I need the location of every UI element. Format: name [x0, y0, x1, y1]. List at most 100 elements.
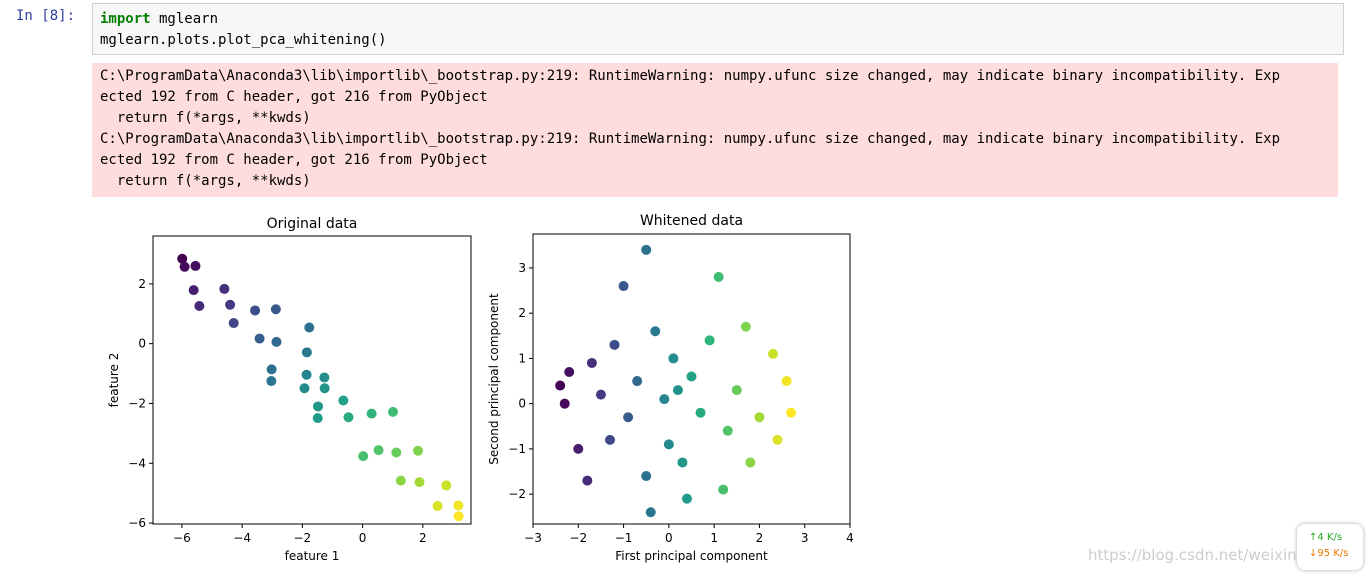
y-tick-label: 2: [138, 277, 146, 291]
up: 4 K/s: [1317, 532, 1343, 543]
point: [609, 339, 620, 350]
y-tick-label: 0: [138, 337, 146, 351]
y-tick-label: 3: [518, 261, 526, 275]
x-tick-label: −3: [524, 531, 542, 545]
y-tick-label: −1: [508, 442, 526, 456]
point: [319, 383, 330, 394]
up-rate: ↑4 K/s: [1309, 532, 1343, 543]
x-tick-label: 4: [846, 531, 854, 545]
point: [432, 501, 443, 512]
stderr-line: ected 192 from C header, got 216 from Py…: [100, 152, 488, 168]
chart-title: Whitened data: [640, 213, 743, 229]
point: [668, 353, 679, 364]
x-tick-label: −6: [173, 531, 191, 545]
y-tick-label: −6: [128, 516, 146, 530]
point: [219, 283, 230, 294]
point: [271, 336, 282, 347]
x-tick-label: 1: [710, 531, 718, 545]
plots: −6 −4 −2 0 2 −6 −4 −2 0 2 Original data feature 1 fe…: [107, 213, 854, 563]
x-tick-label: −4: [233, 531, 251, 545]
x-tick-label: 2: [756, 531, 764, 545]
point: [177, 253, 188, 264]
point: [772, 434, 783, 445]
point: [453, 511, 464, 522]
point: [659, 394, 670, 405]
point: [731, 385, 742, 396]
point: [704, 335, 715, 346]
code: mglearn.plots.plot_pca_whitening(): [100, 32, 387, 48]
stderr-line: return f(*args, **kwds): [100, 173, 311, 189]
point: [312, 413, 323, 424]
point: [632, 376, 643, 387]
point: [663, 439, 674, 450]
point: [373, 445, 384, 456]
x-tick-label: 2: [419, 531, 427, 545]
point: [179, 261, 190, 272]
point: [718, 484, 729, 495]
point: [564, 366, 575, 377]
point: [641, 244, 652, 255]
point: [194, 300, 205, 311]
point: [313, 401, 324, 412]
point: [441, 480, 452, 491]
point: [225, 299, 236, 310]
code-cell[interactable]: import mglearn mglearn.plots.plot_pca_wh…: [92, 3, 1344, 55]
net-widget: ↑4 K/s ↓95 K/s: [1297, 524, 1363, 570]
point: [768, 348, 779, 359]
point: [713, 271, 724, 282]
stderr-line: ected 192 from C header, got 216 from Py…: [100, 89, 488, 105]
point: [299, 383, 310, 394]
point: [686, 371, 697, 382]
point: [413, 445, 423, 456]
keyword: import: [100, 11, 151, 27]
point: [301, 369, 312, 380]
point: [786, 407, 797, 418]
point: [559, 398, 570, 409]
y-tick-label: −2: [508, 487, 526, 501]
stderr-line: return f(*args, **kwds): [100, 110, 311, 126]
point: [645, 507, 656, 518]
x-axis-label: First principal component: [615, 549, 768, 563]
point: [672, 385, 683, 396]
point: [754, 412, 765, 423]
point: [388, 406, 399, 417]
point: [228, 318, 239, 329]
axes-frame: [532, 233, 851, 525]
stderr-line: C:\ProgramData\Anaconda3\lib\importlib\_…: [100, 68, 1281, 84]
point: [623, 412, 634, 423]
down-rate: ↓95 K/s: [1309, 548, 1349, 559]
point: [641, 471, 652, 482]
point: [604, 434, 615, 445]
y-tick-label: −4: [128, 456, 146, 470]
chart-title: Original data: [267, 216, 358, 232]
point: [722, 425, 733, 436]
point: [681, 493, 692, 504]
point: [338, 395, 349, 406]
point: [555, 380, 566, 391]
point: [453, 500, 464, 511]
down: 95 K/s: [1317, 548, 1349, 559]
stderr: C:\ProgramData\Anaconda3\lib\importlib\_…: [92, 63, 1338, 197]
x-tick-label: 0: [665, 531, 673, 545]
y-tick-label: −2: [128, 396, 146, 410]
x-tick-label: −2: [569, 531, 587, 545]
point: [366, 408, 377, 419]
x-tick-label: −2: [294, 531, 312, 545]
point: [781, 376, 792, 387]
point: [695, 407, 706, 418]
point: [650, 326, 661, 337]
point: [301, 347, 312, 358]
y-tick-label: 1: [518, 351, 526, 365]
point: [595, 389, 606, 400]
point: [266, 364, 277, 375]
point: [573, 443, 584, 454]
y-axis-label: feature 2: [107, 353, 121, 408]
point: [586, 357, 597, 368]
y-axis-label: Second principal component: [487, 293, 501, 465]
prompt: In [8]:: [16, 8, 76, 24]
point: [304, 322, 315, 333]
point: [745, 457, 756, 468]
stderr-line: C:\ProgramData\Anaconda3\lib\importlib\_…: [100, 131, 1281, 147]
point: [740, 321, 751, 332]
